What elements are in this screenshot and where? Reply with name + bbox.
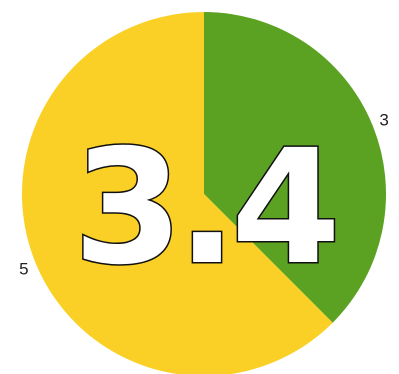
pie-slice-labels: 35 <box>19 110 389 278</box>
pie-slice-label-3: 3 <box>379 110 388 129</box>
pie-slice-label-5: 5 <box>19 260 28 279</box>
pie-slices <box>22 12 386 374</box>
pie-slice-3 <box>204 12 386 323</box>
center-value-text: 3.4 <box>73 116 335 300</box>
pie-slice-5 <box>22 12 333 374</box>
